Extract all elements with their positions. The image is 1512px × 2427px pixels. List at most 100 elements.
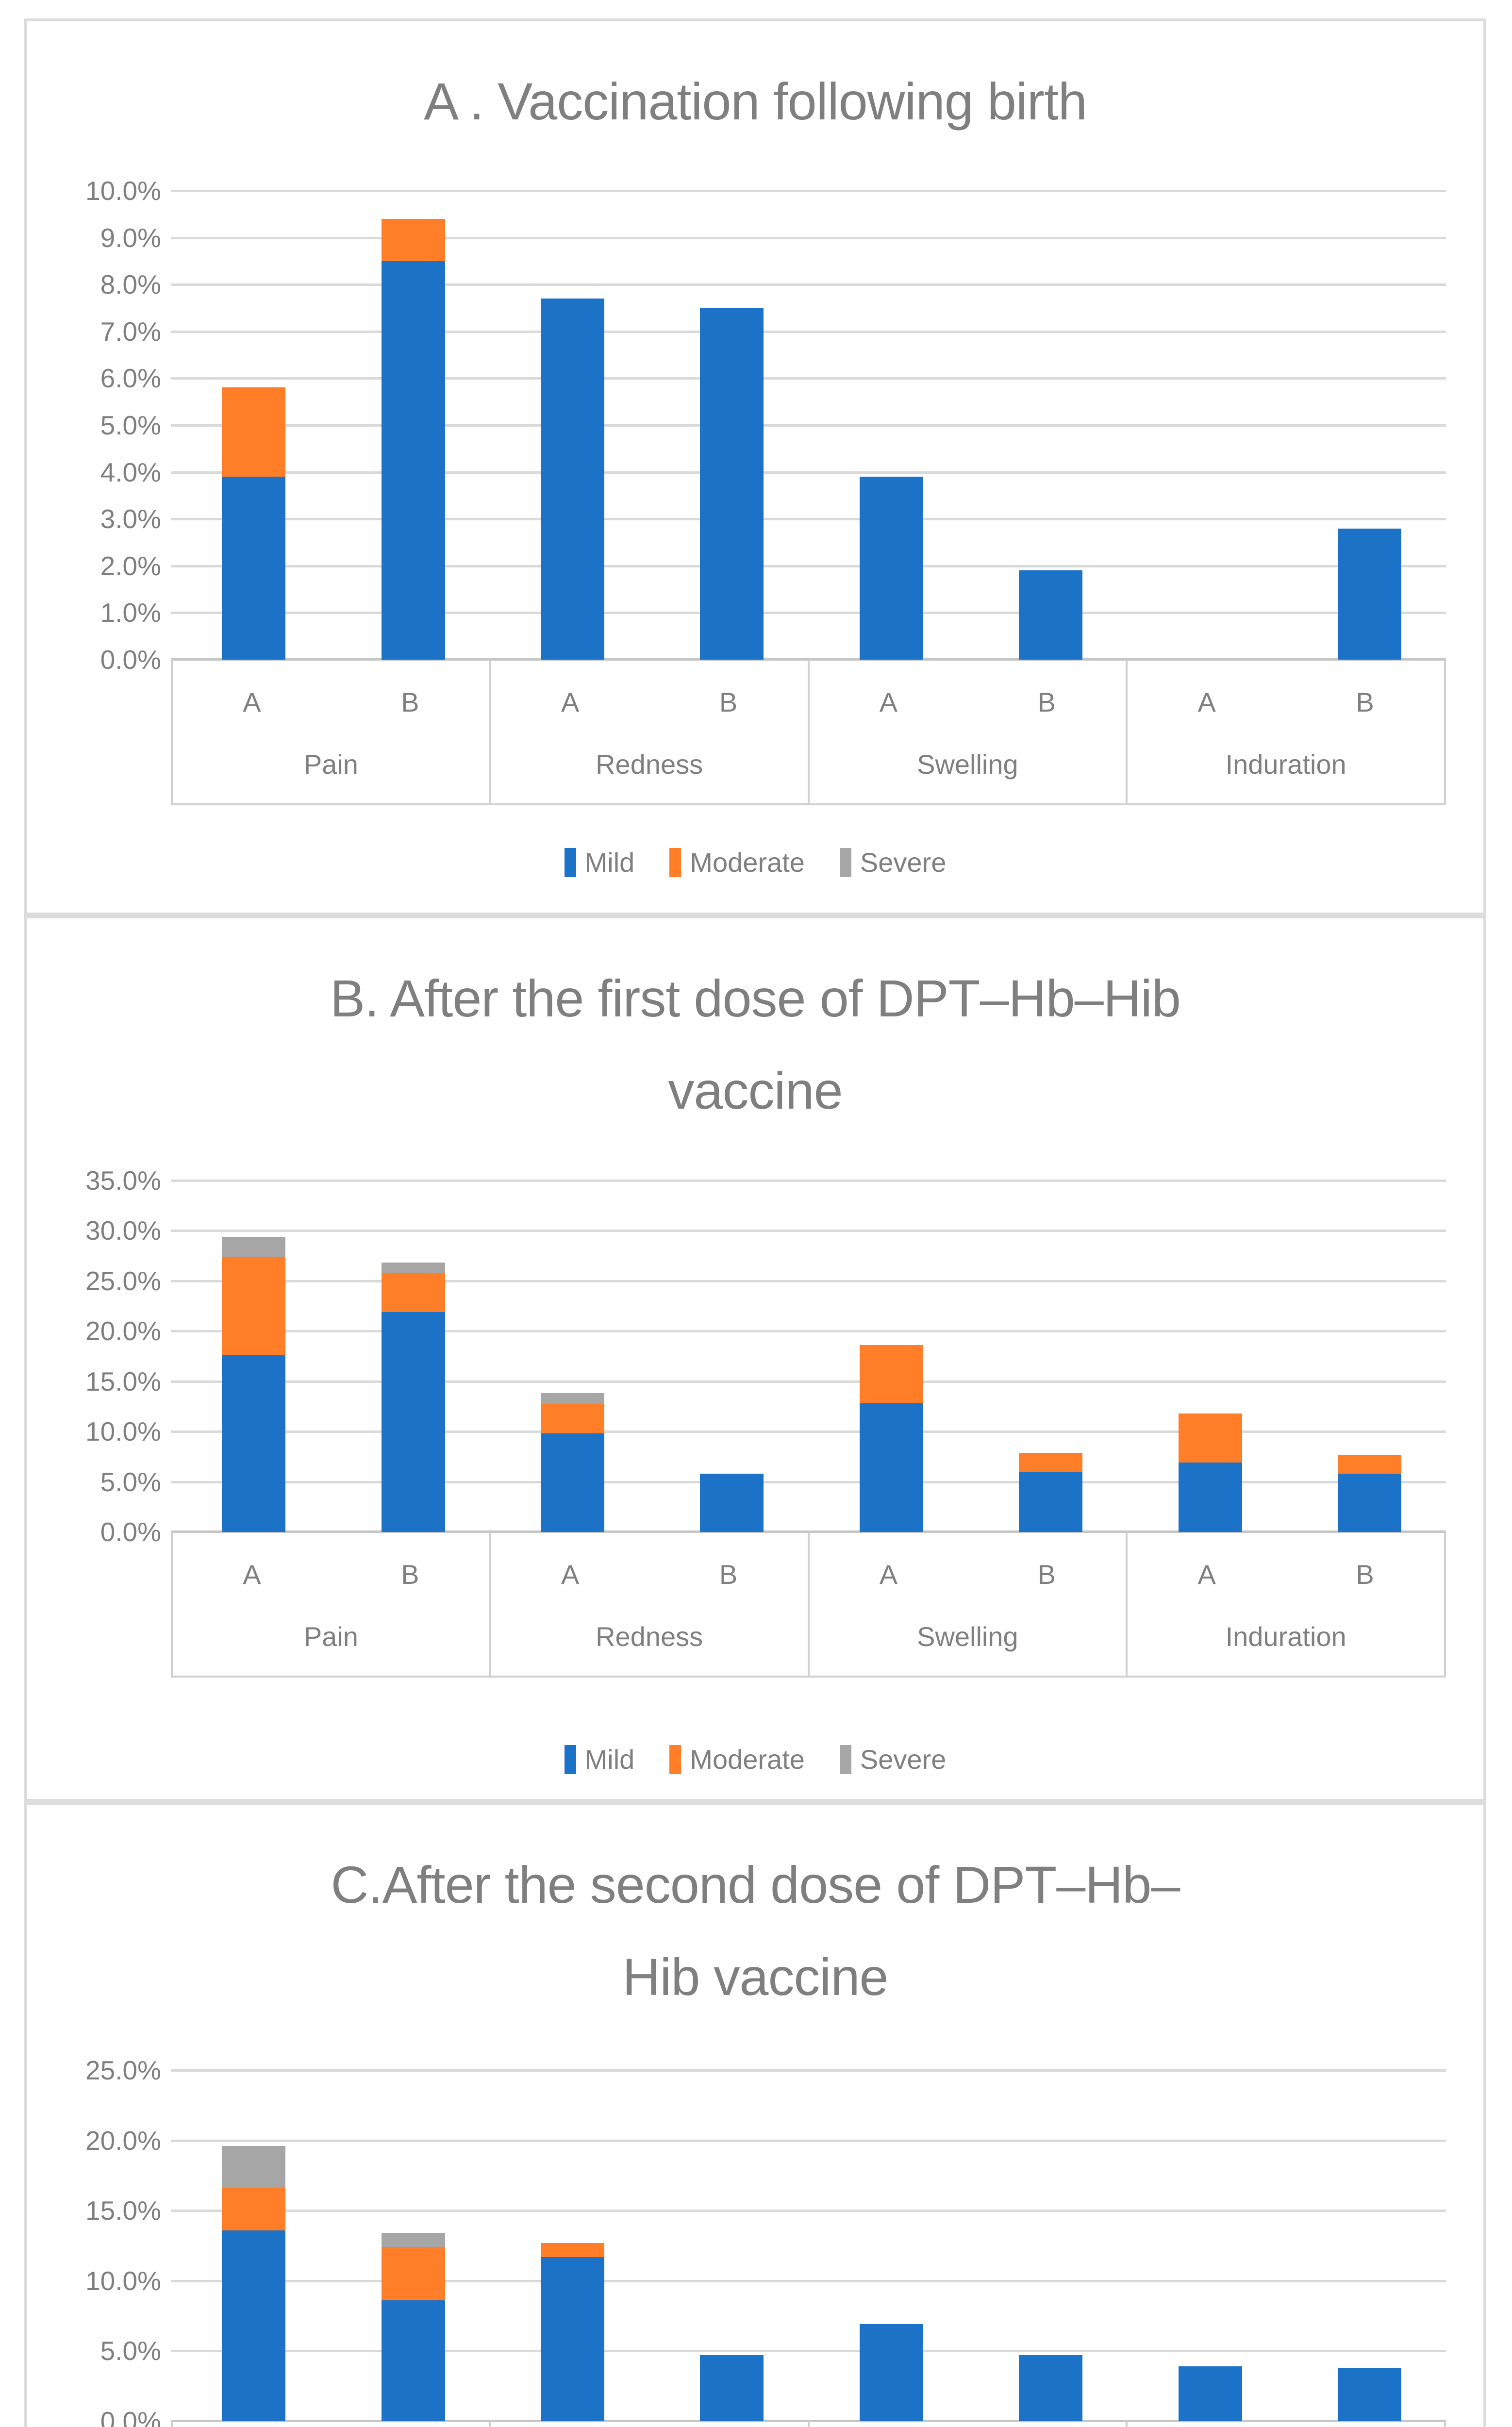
gridline	[171, 377, 1446, 380]
legend-label-mild: Mild	[584, 847, 635, 878]
bar-segment-mild	[222, 477, 285, 660]
legend-marker-moderate	[669, 848, 681, 877]
bar-pain-B	[382, 219, 445, 660]
bar-redness-B	[700, 1474, 764, 1532]
category-cell-redness: A B Redness	[491, 1532, 810, 1676]
bar-segment-moderate	[382, 219, 445, 261]
y-axis-tick-label: 0.0%	[100, 645, 161, 675]
bar-redness-B	[700, 308, 764, 660]
subcategory-label-a: A	[879, 687, 898, 717]
gridline	[171, 2350, 1446, 2353]
bar-segment-mild	[1179, 1463, 1242, 1532]
bar-redness-A	[541, 299, 604, 660]
gridline	[171, 2279, 1446, 2282]
gridline	[171, 283, 1446, 286]
category-label: Swelling	[917, 749, 1018, 780]
bar-redness-B	[700, 2355, 764, 2421]
gridline	[171, 1430, 1446, 1433]
chart-b-title-line-1: B. After the first dose of DPT–Hb–Hib	[330, 969, 1181, 1028]
bar-swelling-B	[1019, 1453, 1082, 1532]
bar-segment-mild	[1019, 2355, 1082, 2421]
y-axis-tick-label: 4.0%	[100, 457, 161, 487]
subcategory-label-b: B	[719, 1559, 738, 1590]
gridline	[171, 1330, 1446, 1333]
bar-segment-mild	[700, 308, 764, 660]
y-axis-tick-label: 9.0%	[100, 222, 161, 253]
legend: Mild Moderate Severe	[27, 1744, 1483, 1775]
subcategory-label-a: A	[879, 1559, 898, 1590]
chart-a-title-line: A . Vaccination following birth	[424, 72, 1087, 131]
legend-item-moderate: Moderate	[669, 847, 805, 878]
bar-segment-moderate	[541, 2243, 604, 2257]
category-label: Swelling	[917, 1621, 1018, 1652]
bar-segment-severe	[222, 1237, 285, 1257]
bar-segment-moderate	[1019, 1453, 1082, 1472]
gridline	[171, 2139, 1446, 2142]
legend-marker-severe	[839, 1745, 851, 1774]
bar-segment-mild	[382, 2300, 445, 2421]
bar-segment-mild	[1338, 1474, 1401, 1532]
panel-first-dose-dpt-hb-hib: B. After the first dose of DPT–Hb–Hib va…	[24, 915, 1486, 1802]
bar-segment-moderate	[541, 1404, 604, 1433]
y-axis-tick-label: 15.0%	[85, 2195, 161, 2226]
bar-pain-A	[222, 387, 285, 660]
legend-label-severe: Severe	[860, 847, 947, 878]
bar-induration-A	[1179, 2366, 1242, 2421]
chart-c-plot-region: 25.0% 20.0% 15.0% 10.0% 5.0% 0.0% ABPainABRedn…	[27, 1805, 1483, 2427]
bar-segment-moderate	[860, 1345, 923, 1403]
subcategory-label-a: A	[561, 1559, 580, 1590]
bar-segment-mild	[860, 2324, 923, 2421]
gridline	[171, 190, 1446, 192]
subcategory-label-a: A	[1197, 1559, 1216, 1590]
bar-pain-B	[382, 2233, 445, 2421]
plot-area	[171, 1180, 1446, 1533]
plot-area	[171, 190, 1446, 661]
category-cell-swelling: A B Swelling	[810, 1532, 1128, 1676]
category-cell-pain: A B Pain	[173, 1532, 491, 1676]
gridline	[171, 2069, 1446, 2072]
y-axis-tick-label: 25.0%	[85, 1265, 161, 1296]
chart-b-title-line-2: vaccine	[668, 1061, 843, 1120]
y-axis-tick-label: 30.0%	[85, 1215, 161, 1246]
bar-segment-mild	[382, 261, 445, 660]
y-axis-tick-label: 35.0%	[85, 1165, 161, 1196]
gridline	[171, 1230, 1446, 1232]
bar-pain-A	[222, 1237, 285, 1532]
category-label: Redness	[596, 749, 703, 780]
bar-swelling-A	[860, 477, 923, 660]
bar-segment-mild	[541, 2257, 604, 2421]
gridline	[171, 2210, 1446, 2212]
legend-marker-severe	[839, 848, 851, 877]
category-label: Induration	[1225, 749, 1346, 780]
bar-segment-mild	[222, 2230, 285, 2421]
bar-segment-moderate	[382, 1273, 445, 1312]
bar-induration-A	[1179, 1413, 1242, 1532]
bar-segment-moderate	[382, 2247, 445, 2300]
bar-segment-mild	[1338, 2368, 1401, 2421]
category-label: Pain	[303, 749, 358, 780]
y-axis-tick-label: 6.0%	[100, 363, 161, 394]
gridline	[171, 612, 1446, 615]
y-axis-tick-label: 5.0%	[100, 410, 161, 440]
legend-item-moderate: Moderate	[669, 1744, 805, 1775]
gridline	[171, 471, 1446, 474]
gridline	[171, 330, 1446, 333]
y-axis-tick-label: 20.0%	[85, 2125, 161, 2156]
legend-label-mild: Mild	[584, 1744, 635, 1775]
legend-marker-mild	[564, 848, 576, 877]
y-axis-tick-label: 1.0%	[100, 598, 161, 628]
category-label: Induration	[1225, 1621, 1346, 1652]
legend-label-moderate: Moderate	[690, 847, 805, 878]
y-axis-tick-label: 7.0%	[100, 316, 161, 347]
y-axis-tick-label: 8.0%	[100, 269, 161, 300]
subcategory-label-b: B	[1037, 1559, 1056, 1590]
gridline	[171, 1280, 1446, 1282]
bar-segment-mild	[1179, 2366, 1242, 2421]
subcategory-label-a: A	[561, 687, 580, 717]
legend-item-mild: Mild	[564, 1744, 635, 1775]
y-axis-tick-label: 15.0%	[85, 1366, 161, 1396]
